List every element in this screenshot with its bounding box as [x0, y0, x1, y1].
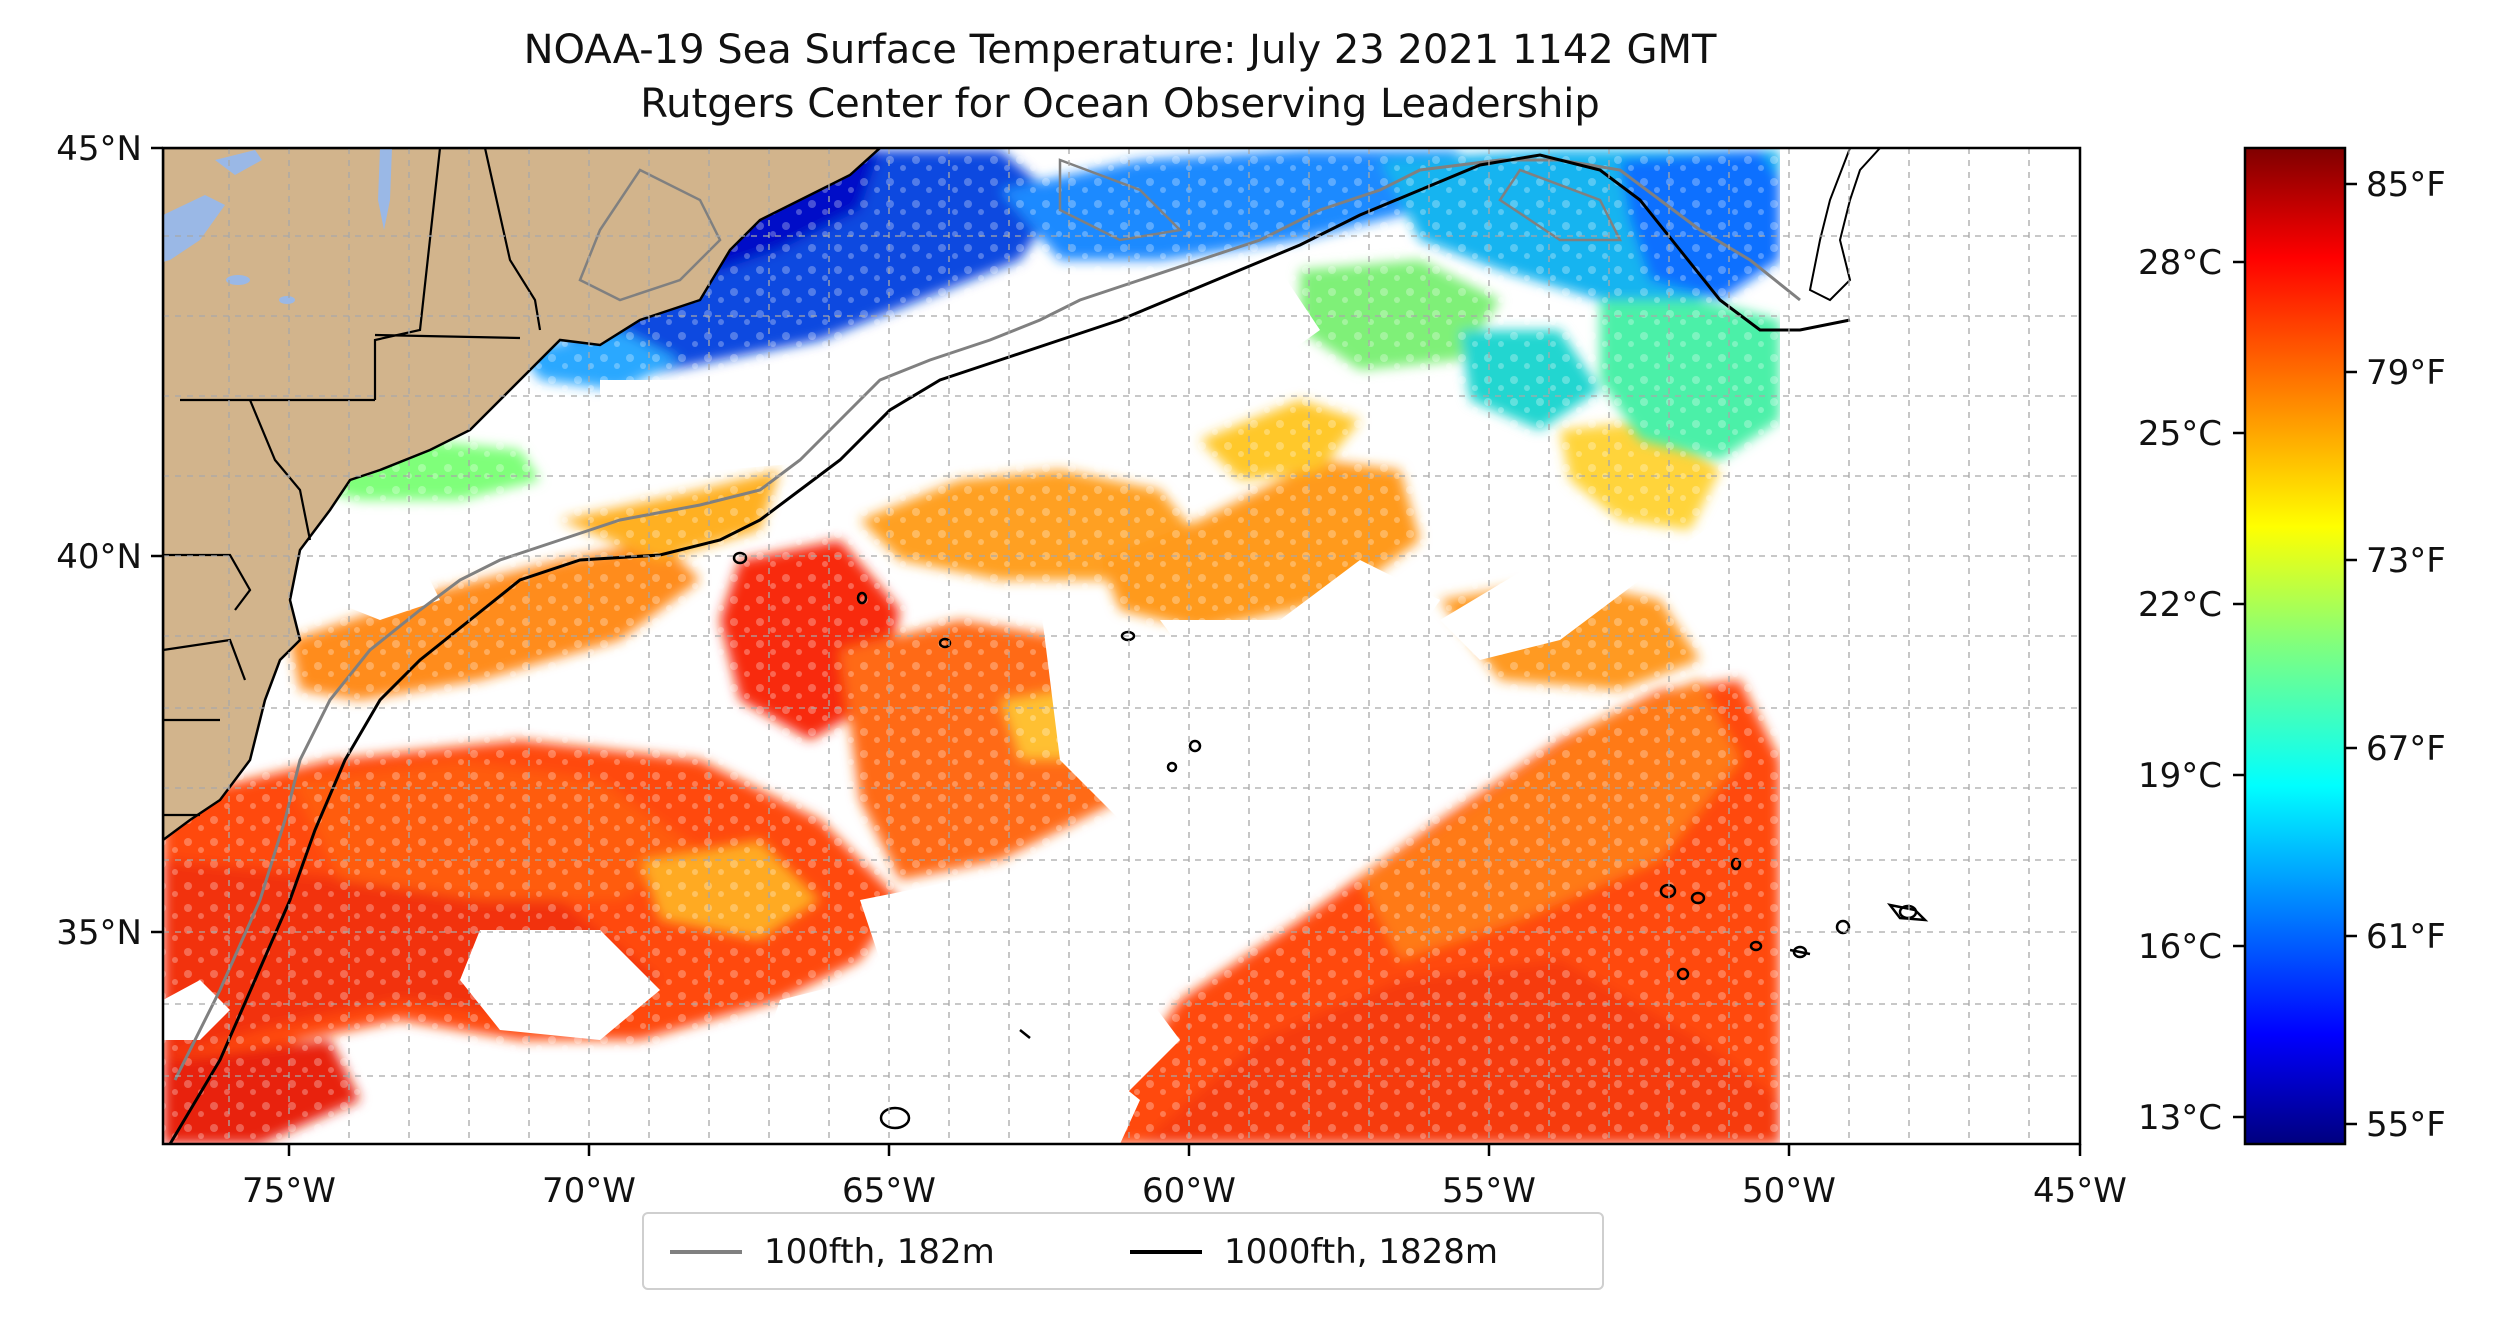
- lakes: [163, 148, 392, 304]
- x-tick-label: 60°W: [1142, 1171, 1236, 1211]
- y-tick-label: 40°N: [56, 537, 142, 577]
- legend-item-1000fth: 1000fth, 1828m: [1130, 1230, 1498, 1274]
- celsius-label: 19°C: [2138, 756, 2222, 796]
- land: [163, 148, 1882, 842]
- axis-ticks: [151, 146, 2082, 1156]
- colorbar-fahrenheit-labels: 85°F 79°F 73°F 67°F 61°F 55°F: [2366, 165, 2446, 1145]
- gridlines: [163, 148, 2080, 1144]
- isobath-100fth: [173, 158, 1801, 1081]
- x-tick-label: 70°W: [542, 1171, 636, 1211]
- celsius-label: 22°C: [2138, 585, 2222, 625]
- fahrenheit-label: 85°F: [2366, 165, 2446, 205]
- sst-field: [163, 148, 2080, 1144]
- x-tick-label: 45°W: [2033, 1171, 2127, 1211]
- celsius-label: 13°C: [2138, 1098, 2222, 1138]
- legend-swatch-black: [1130, 1250, 1202, 1254]
- fahrenheit-label: 73°F: [2366, 541, 2446, 581]
- chart-title: NOAA-19 Sea Surface Temperature: July 23…: [523, 27, 1717, 73]
- y-tick-label: 35°N: [56, 913, 142, 953]
- x-tick-label: 75°W: [242, 1171, 336, 1211]
- chart-subtitle: Rutgers Center for Ocean Observing Leade…: [640, 81, 1600, 127]
- fahrenheit-label: 79°F: [2366, 353, 2446, 393]
- legend-item-100fth: 100fth, 182m: [670, 1230, 995, 1274]
- y-tick-labels: 45°N 40°N 35°N: [56, 129, 142, 953]
- legend-swatch-gray: [670, 1250, 742, 1254]
- x-tick-label: 55°W: [1442, 1171, 1536, 1211]
- colorbar: [2243, 146, 2347, 1146]
- map-frame: [161, 146, 2082, 1146]
- fahrenheit-label: 67°F: [2366, 729, 2446, 769]
- y-tick-label: 45°N: [56, 129, 142, 169]
- fahrenheit-label: 61°F: [2366, 917, 2446, 957]
- fahrenheit-label: 55°F: [2366, 1105, 2446, 1145]
- seamounts: [732, 551, 1929, 1130]
- colorbar-celsius-labels: 28°C 25°C 22°C 19°C 16°C 13°C: [2138, 243, 2222, 1138]
- isobath-1000fth: [168, 153, 1851, 1144]
- legend-label: 100fth, 182m: [764, 1232, 995, 1272]
- x-tick-label: 65°W: [842, 1171, 936, 1211]
- celsius-label: 25°C: [2138, 414, 2222, 454]
- legend-label: 1000fth, 1828m: [1224, 1232, 1499, 1272]
- isobath-100fth-banks: [578, 158, 1623, 302]
- colorbar-ticks: [2233, 182, 2357, 1126]
- celsius-label: 16°C: [2138, 927, 2222, 967]
- celsius-label: 28°C: [2138, 243, 2222, 283]
- state-borders: [163, 148, 542, 817]
- legend: 100fth, 182m 1000fth, 1828m: [642, 1212, 1604, 1290]
- x-tick-labels: 75°W 70°W 65°W 60°W 55°W 50°W 45°W: [242, 1171, 2127, 1211]
- x-tick-label: 50°W: [1742, 1171, 1836, 1211]
